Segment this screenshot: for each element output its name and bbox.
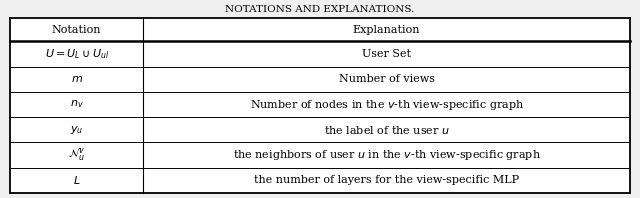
Text: User Set: User Set	[362, 49, 411, 59]
Text: $n_v$: $n_v$	[70, 99, 83, 110]
Text: NOTATIONS AND EXPLANATIONS.: NOTATIONS AND EXPLANATIONS.	[225, 5, 415, 13]
Text: the number of layers for the view-specific MLP: the number of layers for the view-specif…	[254, 175, 519, 185]
Text: Number of nodes in the $v$-th view-specific graph: Number of nodes in the $v$-th view-speci…	[250, 98, 524, 111]
Text: the neighbors of user $u$ in the $v$-th view-specific graph: the neighbors of user $u$ in the $v$-th …	[233, 148, 541, 162]
Text: $m$: $m$	[70, 74, 83, 84]
Text: $\mathcal{N}_u^v$: $\mathcal{N}_u^v$	[68, 147, 85, 163]
Text: Explanation: Explanation	[353, 25, 420, 35]
Text: Notation: Notation	[52, 25, 101, 35]
Text: the label of the user $u$: the label of the user $u$	[324, 124, 449, 136]
Text: $L$: $L$	[73, 174, 81, 186]
Text: $U = U_L \cup U_{ul}$: $U = U_L \cup U_{ul}$	[45, 47, 109, 61]
Text: $y_u$: $y_u$	[70, 124, 83, 136]
Bar	[10, 18, 630, 193]
Text: Number of views: Number of views	[339, 74, 435, 84]
